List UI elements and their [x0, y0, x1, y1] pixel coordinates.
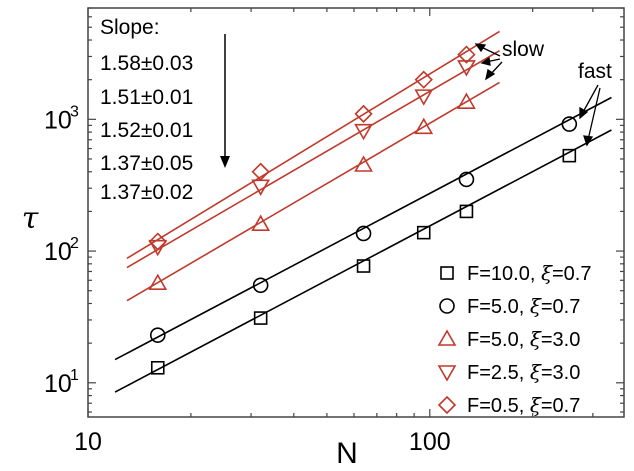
fast-arrows — [579, 84, 601, 147]
data-point-s2-5 — [561, 116, 578, 132]
data-point-s2-2 — [252, 277, 269, 294]
data-point-s1-3 — [356, 259, 371, 273]
data-point-s4-5 — [457, 60, 476, 77]
data-point-s4-3 — [354, 123, 373, 141]
legend: F=10.0, ξ=0.7 F=5.0, ξ=0.7 F=5.0, ξ=3.0 F=2… — [437, 261, 591, 417]
data-point-s5-3 — [354, 104, 373, 124]
fit-line-5 — [126, 30, 500, 260]
slope-value-2: 1.51±0.01 — [100, 86, 193, 109]
fast-label: fast — [578, 60, 612, 83]
data-point-s1-4 — [416, 225, 431, 240]
x-tick-label: 100 — [409, 428, 451, 456]
slope-value-3: 1.52±0.01 — [100, 119, 193, 142]
data-point-s3-2 — [251, 214, 271, 231]
data-point-s5-2 — [251, 162, 270, 181]
slope-value-1: 1.58±0.03 — [100, 52, 193, 75]
data-point-s2-4 — [458, 171, 475, 188]
data-point-s5-5 — [457, 45, 476, 64]
slope-title: Slope: — [100, 16, 160, 39]
fit-line-2 — [114, 96, 612, 361]
y-tick-exponent: 3 — [70, 103, 79, 120]
legend-label-2: F=5.0, ξ=0.7 — [467, 294, 580, 318]
fit-line-1 — [114, 129, 612, 393]
slope-value-5: 1.37±0.02 — [100, 181, 193, 204]
y-tick-label: 10 — [44, 238, 72, 266]
data-point-s1-6 — [562, 148, 577, 163]
data-point-s5-1 — [148, 232, 167, 251]
y-tick-exponent: 2 — [70, 235, 79, 252]
data-point-s1-5 — [459, 204, 474, 219]
y-axis-label: τ — [22, 201, 39, 236]
fit-line-4 — [126, 49, 500, 269]
slope-order-arrowhead — [220, 156, 230, 168]
data-point-s3-5 — [457, 92, 476, 109]
legend-label-3: F=5.0, ξ=3.0 — [467, 327, 580, 351]
slow-label: slow — [502, 38, 545, 61]
legend-label-4: F=2.5, ξ=3.0 — [467, 360, 580, 384]
data-point-s5-4 — [414, 70, 433, 89]
data-point-s1-2 — [253, 311, 268, 325]
y-tick-label: 10 — [44, 370, 72, 398]
legend-label-5: F=0.5, ξ=0.7 — [467, 393, 580, 417]
data-point-s3-4 — [414, 117, 434, 135]
legend-marker-1 — [440, 266, 454, 280]
data-point-s4-4 — [414, 89, 434, 106]
data-point-s4-1 — [148, 239, 168, 257]
fit-lines — [114, 30, 612, 393]
legend-marker-2 — [439, 298, 455, 314]
legend-marker-4 — [437, 365, 457, 382]
legend-marker-3 — [437, 329, 457, 346]
x-tick-label: 10 — [74, 428, 102, 456]
data-points — [148, 45, 578, 375]
data-point-s2-3 — [355, 225, 372, 242]
plot-frame — [87, 7, 625, 418]
data-point-s3-3 — [354, 155, 373, 172]
y-tick-label: 10 — [44, 106, 72, 134]
y-tick-exponent: 1 — [70, 367, 79, 384]
fit-line-3 — [126, 81, 500, 302]
x-axis-label: N — [336, 437, 358, 470]
data-point-s3-1 — [148, 273, 168, 291]
data-point-s2-1 — [149, 327, 166, 343]
legend-marker-5 — [437, 395, 457, 415]
slow-arrows — [474, 43, 503, 81]
slope-value-4: 1.37±0.05 — [100, 152, 193, 175]
data-point-s1-1 — [150, 360, 165, 375]
legend-label-1: F=10.0, ξ=0.7 — [467, 261, 591, 285]
